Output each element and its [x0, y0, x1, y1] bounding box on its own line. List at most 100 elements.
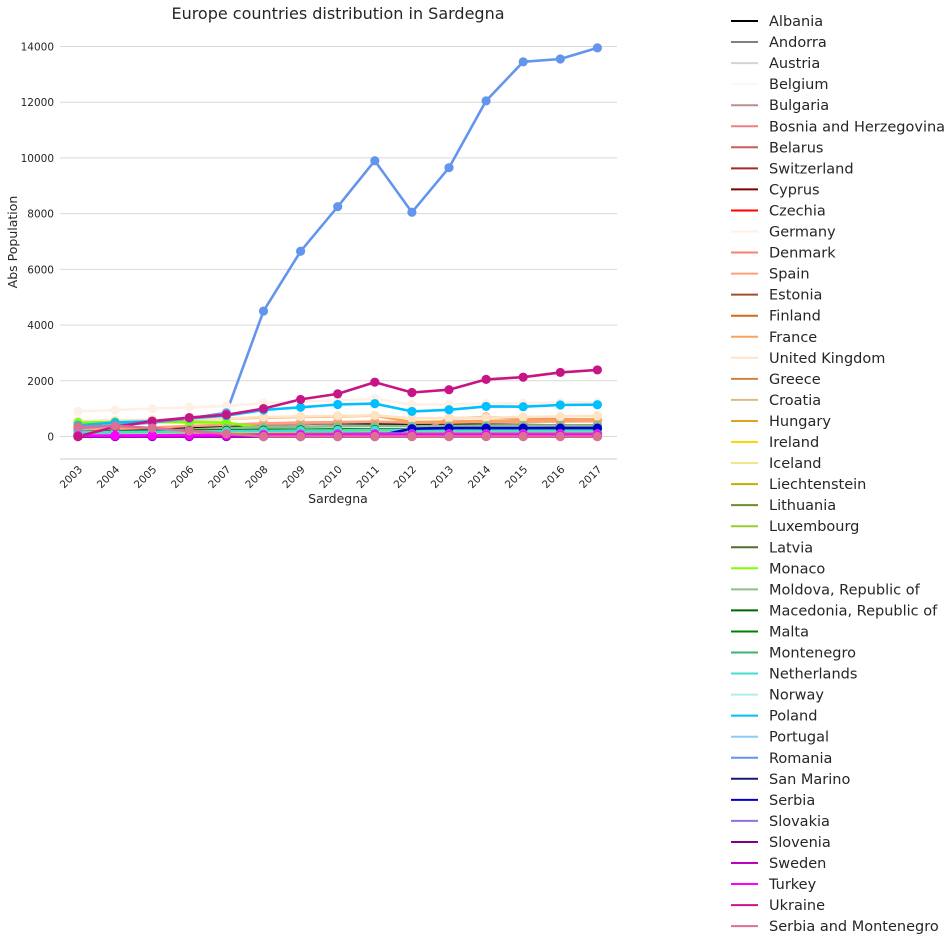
data-point [296, 402, 306, 412]
legend-label: Serbia and Montenegro [769, 919, 939, 935]
y-tick-label: 10000 [21, 153, 54, 165]
data-point [333, 389, 343, 399]
legend-label: Liechtenstein [769, 477, 866, 493]
data-point [110, 430, 120, 441]
data-point [481, 401, 491, 412]
data-point [555, 400, 565, 410]
series-points [73, 43, 603, 442]
data-point [296, 394, 306, 405]
x-tick-labels: 2003 2004 2005 2006 2007 2008 2009 2010 2011 2012… [58, 463, 605, 491]
legend-label: Serbia [769, 793, 815, 809]
data-point [296, 431, 306, 442]
data-point [407, 431, 417, 442]
data-point [147, 430, 157, 440]
y-tick-label: 0 [47, 432, 54, 444]
data-point [444, 163, 454, 173]
legend-label: Spain [769, 267, 810, 283]
legend-label: Andorra [769, 35, 827, 51]
legend-label: Greece [769, 372, 821, 388]
data-point [221, 429, 231, 439]
legend-label: Netherlands [769, 667, 857, 683]
chart-title: Europe countries distribution in Sardegn… [171, 4, 504, 23]
x-tick-label: 2015 [503, 464, 530, 491]
data-point [518, 372, 528, 382]
data-point [592, 400, 603, 410]
legend-label: Czechia [769, 203, 826, 219]
legend-label: Sweden [769, 856, 826, 872]
legend-label: Macedonia, Republic of [769, 603, 938, 619]
data-point [444, 431, 454, 442]
data-point [370, 377, 380, 387]
data-point [518, 412, 528, 422]
legend-label: United Kingdom [769, 351, 885, 367]
legend-label: Poland [769, 709, 817, 725]
legend-label: Norway [769, 688, 824, 704]
y-gridlines [60, 46, 617, 437]
legend-label: Portugal [769, 730, 829, 746]
data-point [333, 202, 343, 212]
y-axis-label: Abs Population [5, 196, 20, 289]
legend-label: Hungary [769, 414, 831, 430]
data-point [555, 54, 565, 64]
data-point [592, 411, 603, 421]
data-point [258, 306, 269, 316]
x-tick-label: 2007 [206, 464, 233, 491]
data-point [73, 406, 83, 417]
legend-label: Belgium [769, 77, 828, 93]
legend-label: Croatia [769, 393, 821, 409]
data-point [555, 367, 565, 378]
data-point [481, 412, 491, 423]
x-tick-label: 2013 [429, 464, 456, 491]
data-point [110, 421, 120, 431]
data-point [184, 402, 194, 412]
data-point [370, 399, 380, 409]
y-tick-label: 6000 [27, 264, 54, 276]
legend-label: Iceland [769, 456, 821, 472]
legend-label: Switzerland [769, 161, 854, 177]
x-tick-label: 2004 [95, 463, 123, 491]
data-point [333, 411, 343, 421]
data-point [407, 207, 417, 217]
data-point [221, 401, 231, 411]
x-tick-label: 2008 [243, 464, 270, 491]
data-point [518, 57, 528, 67]
legend-label: Romania [769, 751, 832, 767]
legend-label: Ireland [769, 435, 819, 451]
legend-label: Germany [769, 225, 836, 241]
data-point [333, 399, 343, 410]
legend-label: Belarus [769, 140, 824, 156]
y-tick-label: 12000 [21, 97, 54, 109]
data-point [481, 431, 491, 442]
legend-label: Estonia [769, 288, 822, 304]
data-point [555, 431, 565, 442]
data-point [518, 402, 528, 412]
data-point [518, 431, 528, 442]
legend-label: Monaco [769, 561, 825, 577]
legend-label: Ukraine [769, 898, 825, 914]
data-point [407, 387, 417, 398]
legend-label: Finland [769, 309, 821, 325]
legend-label: Moldova, Republic of [769, 582, 921, 598]
x-tick-label: 2017 [577, 464, 604, 491]
data-point [147, 404, 157, 414]
data-point [407, 399, 417, 410]
data-point [370, 156, 380, 166]
data-point [258, 404, 269, 414]
x-axis-label: Sardegna [308, 491, 368, 506]
data-point [258, 412, 269, 422]
x-tick-label: 2014 [466, 463, 494, 491]
data-point [147, 423, 157, 433]
data-point [370, 410, 380, 420]
legend-label: San Marino [769, 772, 850, 788]
y-tick-label: 4000 [27, 320, 54, 332]
x-tick-label: 2006 [169, 463, 197, 491]
legend-label: Slovenia [769, 835, 831, 851]
legend-label: Latvia [769, 540, 813, 556]
x-tick-label: 2016 [540, 463, 568, 491]
series-line-romania [77, 46, 598, 430]
data-point [296, 411, 306, 422]
data-point [221, 410, 231, 420]
data-point [444, 405, 454, 415]
legend-label: Bulgaria [769, 98, 829, 114]
